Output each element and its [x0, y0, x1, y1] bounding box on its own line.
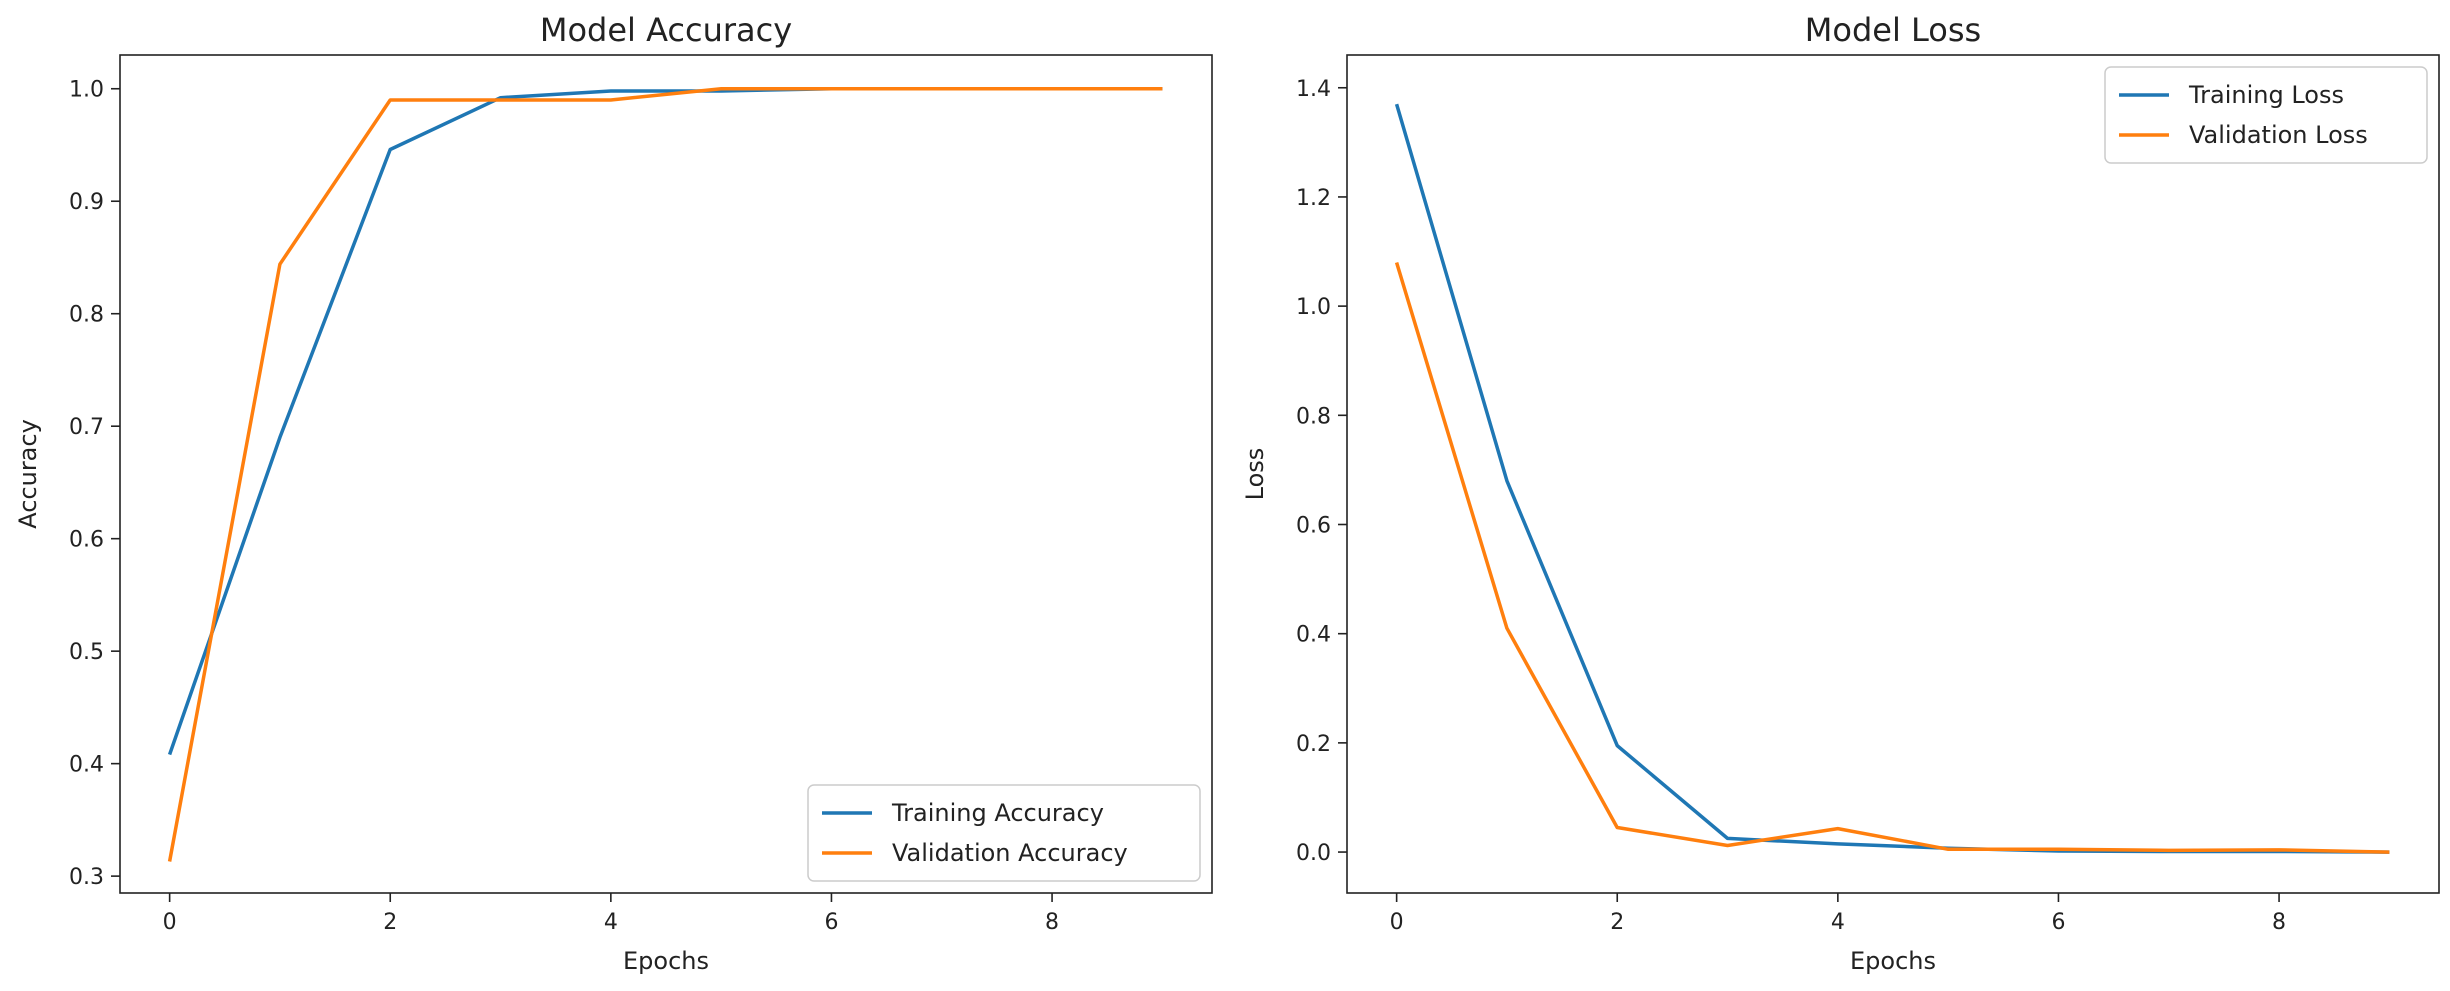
y-tick-label: 0.9	[69, 190, 104, 215]
x-axis-label: Epochs	[1850, 947, 1936, 975]
y-axis-label: Accuracy	[14, 419, 42, 529]
x-tick-label: 6	[2051, 910, 2065, 935]
y-tick-label: 0.7	[69, 415, 104, 440]
x-tick-label: 4	[604, 910, 618, 935]
y-tick-label: 0.6	[69, 528, 104, 553]
y-tick-label: 0.8	[1296, 404, 1331, 429]
y-tick-label: 0.0	[1296, 841, 1331, 866]
y-tick-label: 0.8	[69, 303, 104, 328]
y-axis-label: Loss	[1241, 448, 1269, 501]
series-line-1	[1394, 261, 2390, 854]
y-tick-label: 0.4	[69, 753, 104, 778]
plot-frame	[1346, 54, 2440, 894]
x-tick-label: 6	[824, 910, 838, 935]
legend-label-0: Training Accuracy	[891, 799, 1104, 827]
y-tick-label: 0.4	[1296, 623, 1331, 648]
y-tick-label: 1.4	[1296, 77, 1331, 102]
series-line-0	[1394, 103, 2390, 854]
legend-label-1: Validation Loss	[2189, 121, 2368, 149]
x-tick-label: 2	[1610, 910, 1624, 935]
chart-title: Model Accuracy	[540, 11, 792, 49]
legend-label-0: Training Loss	[2188, 81, 2344, 109]
y-tick-label: 1.2	[1296, 186, 1331, 211]
x-tick-label: 8	[1045, 910, 1059, 935]
y-tick-label: 0.6	[1296, 513, 1331, 538]
x-tick-label: 2	[383, 910, 397, 935]
x-axis-label: Epochs	[623, 947, 709, 975]
y-tick-label: 0.2	[1296, 732, 1331, 757]
y-tick-label: 0.5	[69, 640, 104, 665]
legend-box	[807, 784, 1201, 882]
legend-box	[2104, 66, 2428, 164]
series-line-0	[167, 86, 1163, 756]
plot-frame	[119, 54, 1213, 894]
loss-chart: 0 2 4 6 8 0.0 0.2 0.4 0.6 0.8 1.0 1.2 1.4 Model Loss E…	[1241, 11, 2440, 975]
x-tick-label: 0	[1390, 910, 1404, 935]
y-tick-label: 1.0	[69, 78, 104, 103]
chart-title: Model Loss	[1805, 11, 1981, 49]
series-line-1	[167, 86, 1163, 862]
x-tick-label: 4	[1831, 910, 1845, 935]
x-tick-label: 8	[2272, 910, 2286, 935]
legend-label-1: Validation Accuracy	[892, 839, 1128, 867]
x-tick-label: 0	[163, 910, 177, 935]
accuracy-chart: 0 2 4 6 8 0.3 0.4 0.5 0.6 0.7 0.8 0.9 1.0 Model Accur…	[14, 11, 1213, 975]
y-tick-label: 1.0	[1296, 295, 1331, 320]
y-tick-label: 0.3	[69, 865, 104, 890]
